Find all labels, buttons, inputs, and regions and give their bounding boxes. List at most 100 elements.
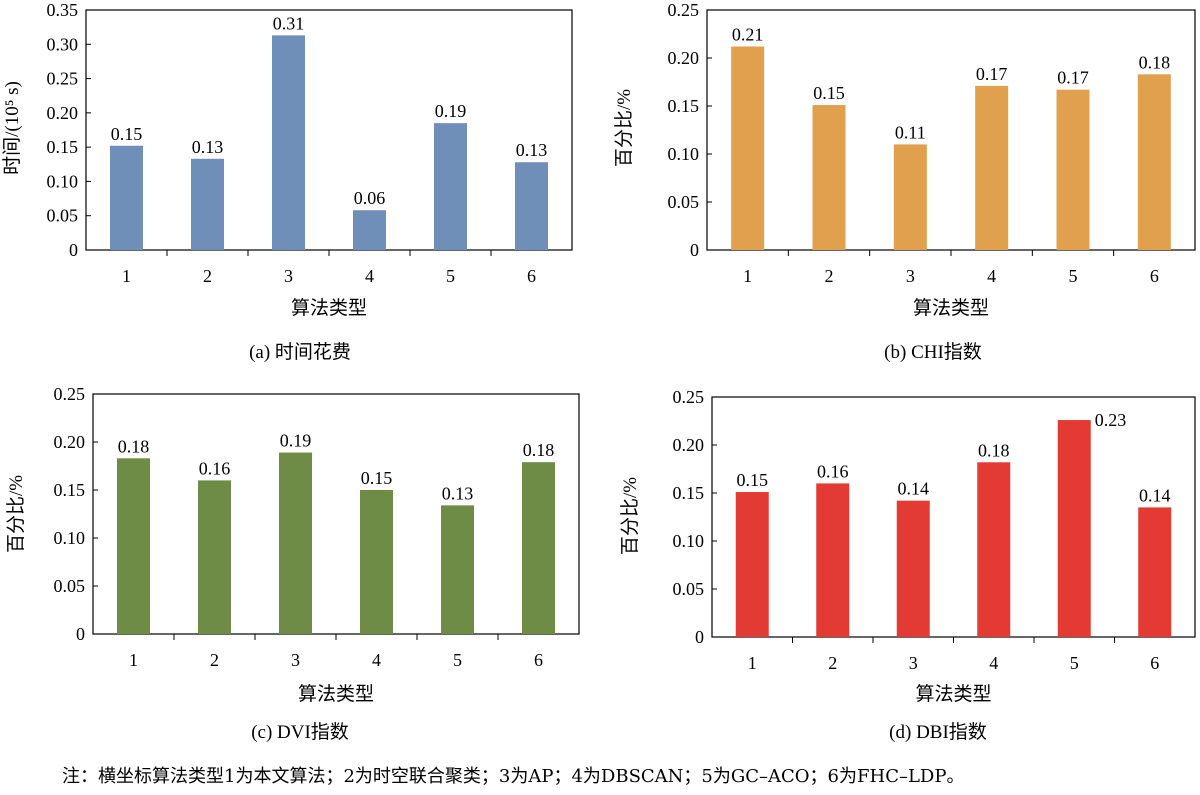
panel-b-x-tick-label: 6 <box>1150 266 1159 286</box>
panel-b-data-label-1: 0.21 <box>732 24 764 44</box>
panel-d-x-tick-label: 3 <box>909 653 918 673</box>
panel-c-x-tick-label: 3 <box>291 650 300 670</box>
panel-c-x-tick-label: 1 <box>129 650 138 670</box>
panel-d-bar-1 <box>735 492 769 637</box>
panel-d-x-tick-label: 1 <box>748 653 757 673</box>
panel-a-bar-6 <box>515 162 548 250</box>
panel-b-y-axis-label: 百分比/% <box>613 89 635 167</box>
panel-a-x-tick-label: 4 <box>365 266 374 286</box>
panel-a-y-tick-label: 0.25 <box>47 69 79 89</box>
panel-c-data-label-4: 0.15 <box>361 468 393 488</box>
panel-c-y-tick-label: 0.05 <box>54 576 86 596</box>
panel-c-bar-5 <box>441 505 474 634</box>
panel-d-y-tick-label: 0.05 <box>673 579 705 599</box>
panel-c-caption: (c) DVI指数 <box>251 721 349 743</box>
panel-a-x-axis-label: 算法类型 <box>291 297 367 319</box>
panel-b-x-axis-label: 算法类型 <box>913 297 989 319</box>
panel-c-x-tick-label: 5 <box>453 650 462 670</box>
panel-a-y-tick-label: 0 <box>69 240 78 260</box>
panel-d-y-tick-label: 0.20 <box>673 435 705 455</box>
panel-b-data-label-2: 0.15 <box>813 83 845 103</box>
panel-b-plot-frame <box>706 9 1196 251</box>
panel-a-x-tick-label: 3 <box>284 266 293 286</box>
panel-a-bar-3 <box>272 35 305 250</box>
panel-c-x-tick-label: 6 <box>534 650 543 670</box>
figure-note: 注：横坐标算法类型1为本文算法；2为时空联合聚类；3为AP；4为DBSCAN；5… <box>62 766 965 787</box>
panel-a-data-label-6: 0.13 <box>516 140 548 160</box>
panel-b-bar-4 <box>975 85 1009 250</box>
panel-c-bar-6 <box>522 462 555 634</box>
panel-d-x-axis-label: 算法类型 <box>915 683 991 705</box>
panel-d-bar-5 <box>1057 420 1091 637</box>
panel-d-data-label-3: 0.14 <box>898 479 930 499</box>
panel-d-plot-frame <box>711 396 1196 638</box>
panel-b-y-tick-label: 0.25 <box>668 0 700 20</box>
panel-b-x-tick-label: 2 <box>825 266 834 286</box>
panel-a-y-tick-label: 0.30 <box>47 34 79 54</box>
panel-d-y-tick-label: 0.15 <box>673 483 705 503</box>
panel-a-data-label-1: 0.15 <box>111 124 143 144</box>
panel-a-y-tick-label: 0.35 <box>47 0 79 20</box>
panel-d-x-tick-label: 2 <box>828 653 837 673</box>
panel-a-y-tick-label: 0.05 <box>47 206 79 226</box>
panel-c-data-label-2: 0.16 <box>199 458 231 478</box>
panel-c-data-label-1: 0.18 <box>118 436 150 456</box>
panel-b-y-tick-label: 0 <box>690 240 699 260</box>
panel-d-x-tick-label: 4 <box>989 653 998 673</box>
panel-d-bar-4 <box>977 462 1011 637</box>
panel-c-y-tick-label: 0.10 <box>54 528 86 548</box>
panel-c-bar-1 <box>117 458 150 634</box>
panel-c-y-axis-label: 百分比/% <box>5 475 27 553</box>
panel-d-data-label-4: 0.18 <box>978 440 1010 460</box>
panel-a-data-label-5: 0.19 <box>435 101 467 121</box>
panel-b-y-tick-label: 0.20 <box>668 48 700 68</box>
panel-a-y-tick-label: 0.10 <box>47 171 79 191</box>
panel-d-y-tick-label: 0.10 <box>673 531 705 551</box>
panel-a-bar-2 <box>191 158 224 250</box>
panel-b-y-tick-label: 0.10 <box>668 144 700 164</box>
panel-b-x-tick-label: 3 <box>906 266 915 286</box>
panel-b-data-label-3: 0.11 <box>895 122 926 142</box>
panel-d-y-tick-label: 0 <box>695 627 704 647</box>
panel-b-data-label-5: 0.17 <box>1057 68 1089 88</box>
panel-b-y-tick-label: 0.05 <box>668 192 700 212</box>
panel-d-bar-6 <box>1138 507 1172 637</box>
panel-b-bar-1 <box>731 46 765 251</box>
panel-d-data-label-5: 0.23 <box>1095 410 1127 430</box>
panel-c-data-label-6: 0.18 <box>523 440 555 460</box>
panel-c-bar-4 <box>360 490 393 634</box>
panel-c-y-tick-label: 0 <box>76 624 85 644</box>
panel-a-x-tick-label: 1 <box>122 266 131 286</box>
panel-d-data-label-6: 0.14 <box>1139 485 1171 505</box>
panel-d-data-label-2: 0.16 <box>817 461 849 481</box>
panel-a-data-label-4: 0.06 <box>354 188 386 208</box>
panel-c-x-axis-label: 算法类型 <box>298 683 374 705</box>
panel-d-x-tick-label: 5 <box>1070 653 1079 673</box>
panel-b-y-tick-label: 0.15 <box>668 96 700 116</box>
panel-a-bar-4 <box>353 210 386 250</box>
panel-a-caption: (a) 时间花费 <box>249 341 351 363</box>
panel-c-bar-2 <box>198 480 231 634</box>
panel-a-x-tick-label: 6 <box>527 266 536 286</box>
panel-c-x-tick-label: 4 <box>372 650 381 670</box>
panel-b-x-tick-label: 4 <box>987 266 996 286</box>
panel-d-caption: (d) DBI指数 <box>889 721 987 743</box>
panel-c-data-label-5: 0.13 <box>442 483 474 503</box>
panel-d-data-label-1: 0.15 <box>737 470 769 490</box>
panel-b-bar-5 <box>1056 89 1090 251</box>
panel-a-x-tick-label: 2 <box>203 266 212 286</box>
panel-b-data-label-6: 0.18 <box>1139 52 1171 72</box>
panel-a-y-tick-label: 0.20 <box>47 103 79 123</box>
panel-b-data-label-4: 0.17 <box>976 64 1008 84</box>
panel-a-bar-5 <box>434 123 467 250</box>
panel-c-bar-3 <box>279 452 312 634</box>
panel-a-data-label-2: 0.13 <box>192 137 224 157</box>
panel-d-x-tick-label: 6 <box>1150 653 1159 673</box>
panel-c-data-label-3: 0.19 <box>280 431 312 451</box>
panel-a-y-tick-label: 0.15 <box>47 137 79 157</box>
panel-d-y-tick-label: 0.25 <box>673 387 705 407</box>
panel-d-bar-3 <box>896 500 930 637</box>
panel-b-bar-6 <box>1137 74 1171 250</box>
panel-c-y-tick-label: 0.25 <box>54 384 86 404</box>
